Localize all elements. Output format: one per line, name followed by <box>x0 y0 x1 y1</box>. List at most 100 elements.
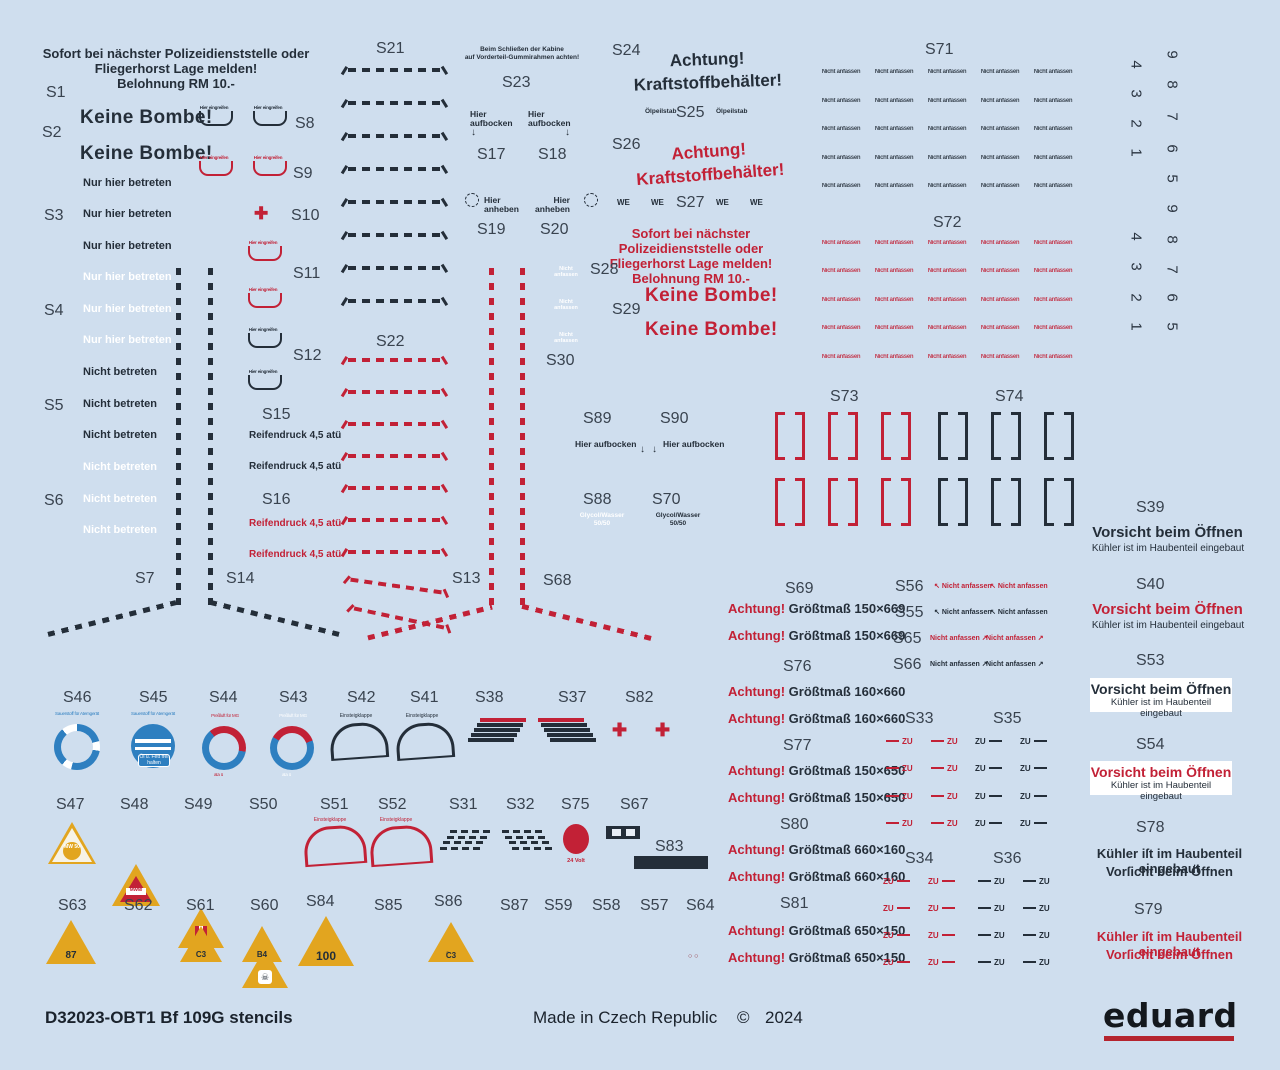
number-6: 6 <box>1163 293 1181 302</box>
stencil-zu: ZU <box>1020 737 1050 746</box>
dash-line-red <box>348 486 440 490</box>
walkway-dotted-line <box>176 268 181 608</box>
stencil-reifendruck: Reifendruck 4,5 atü <box>249 430 342 441</box>
bracket-caption: Hier eingreifen <box>199 105 229 110</box>
stencil-kuehler: Kühler ist im Haubenteil eingebaut <box>1110 780 1212 802</box>
bracket-hier-eingreifen: Hier eingreifen <box>250 105 287 126</box>
label-s9: S9 <box>293 165 313 182</box>
label-s33: S33 <box>905 710 934 727</box>
stencil-keine-bombe: Keine Bombe! <box>80 143 213 164</box>
stencil-nicht-anfassen-arrow: Nicht anfassen ↗ <box>930 635 988 643</box>
dashed-stripe <box>447 835 487 839</box>
grid-nicht-anfassen-cell-red: Nicht anfassen <box>874 240 914 246</box>
stripe-black <box>550 738 596 742</box>
walkway-diagonal-line <box>209 599 341 638</box>
grid-nicht-anfassen-cell: Nicht anfassen <box>821 69 861 75</box>
label-s42: S42 <box>347 689 376 706</box>
grid-nicht-anfassen-cell-red: Nicht anfassen <box>1033 325 1073 331</box>
dashed-stripe <box>450 830 490 833</box>
number-8: 8 <box>1163 80 1181 89</box>
triangle-text: B4 <box>256 950 268 959</box>
hook-left-icon: ↖ <box>934 609 940 616</box>
stripe-black <box>544 728 590 732</box>
label-s73: S73 <box>830 388 859 405</box>
stencil-groesstmass: Achtung! Größtmaß 660×160 <box>728 869 905 884</box>
grip-bracket-shape <box>248 245 282 261</box>
stencil-kuehler: Kühler ist im Haubenteil eingebaut <box>1110 697 1212 719</box>
zu-dash <box>988 822 1002 824</box>
reward-line3: Belohnung RM 10.- <box>117 76 235 91</box>
label-s4: S4 <box>44 302 64 319</box>
zu-dash <box>1023 934 1036 936</box>
nicht-anfassen-text: Nicht anfassen <box>930 661 980 668</box>
grid-nicht-anfassen-cell: Nicht anfassen <box>1033 126 1073 132</box>
stencil-we: WE <box>651 198 664 207</box>
dashed-stripe <box>440 846 480 850</box>
stencil-zu: ZU <box>928 764 958 773</box>
achtung-word: Achtung! <box>728 711 786 726</box>
zu-dash <box>988 740 1002 742</box>
label-s21: S21 <box>376 40 405 57</box>
dash-line-red <box>348 550 440 554</box>
circle-pair-mark: ○ ○ <box>688 953 699 960</box>
bracket-caption: Hier eingreifen <box>253 105 283 110</box>
dashed-stripe <box>502 830 542 833</box>
grid-nicht-anfassen-cell-red: Nicht anfassen <box>927 297 967 303</box>
zu-text: ZU <box>928 877 939 886</box>
bracket-hier-eingreifen-red: Hier eingreifen <box>245 240 282 261</box>
open-rect-black <box>991 478 1021 526</box>
zu-text: ZU <box>994 877 1005 886</box>
stencil-zu: ZU <box>1020 764 1050 773</box>
stencil-vorsicht-whitebox: Vorsicht beim Öffnen Kühler ist im Haube… <box>1090 678 1232 719</box>
battery-icon <box>606 826 640 839</box>
stencil-nicht-betreten-white: Nicht betreten <box>83 493 157 505</box>
label-s86: S86 <box>434 893 463 910</box>
grid-nicht-anfassen-cell-red: Nicht anfassen <box>874 354 914 360</box>
number-5: 5 <box>1163 322 1181 331</box>
stencil-hier-aufbocken: Hier aufbocken <box>470 109 513 128</box>
reward-line3: Belohnung RM 10.- <box>632 271 750 286</box>
reward-line1: Sofort bei nächster Polizeidienststelle … <box>42 46 310 61</box>
label-s44: S44 <box>209 689 238 706</box>
hook-left-icon: ↖ <box>990 583 996 590</box>
label-s69: S69 <box>785 580 814 597</box>
dash-line <box>348 299 440 303</box>
label-s30: S30 <box>546 352 575 369</box>
zu-text: ZU <box>947 819 958 828</box>
open-rect-red <box>881 478 911 526</box>
label-s59: S59 <box>544 897 573 914</box>
label-s23: S23 <box>502 74 531 91</box>
label-s46: S46 <box>63 689 92 706</box>
down-arrow-icon: ↓ <box>652 444 657 455</box>
stripe-black <box>474 728 520 732</box>
zu-dash <box>988 767 1002 769</box>
label-s52: S52 <box>378 796 407 813</box>
grid-nicht-anfassen-cell: Nicht anfassen <box>874 126 914 132</box>
hook-right-icon: ↗ <box>981 661 988 668</box>
label-s83: S83 <box>655 838 684 855</box>
fuel-warning-line2: Kraftstoffbehälter! <box>633 70 783 95</box>
stencil-zu: ZU <box>928 958 958 967</box>
stencil-zu: ZU <box>1020 877 1050 886</box>
stencil-oelpeilstab: Ölpeilstab <box>645 108 677 115</box>
label-s45: S45 <box>139 689 168 706</box>
label-s72: S72 <box>933 214 962 231</box>
label-s70: S70 <box>652 491 681 508</box>
disc-stripe <box>135 739 171 743</box>
zu-text: ZU <box>975 792 986 801</box>
zu-dash <box>941 961 955 963</box>
zu-dash <box>941 934 955 936</box>
stripe-black <box>541 723 587 727</box>
grid-nicht-anfassen-cell-red: Nicht anfassen <box>1033 240 1073 246</box>
zu-text: ZU <box>928 931 939 940</box>
achtung-word: Achtung! <box>728 601 786 616</box>
stencil-nicht-betreten: Nicht betreten <box>83 398 157 410</box>
zu-dash <box>896 934 910 936</box>
black-bar <box>634 856 708 869</box>
label-s82: S82 <box>625 689 654 706</box>
grid-nicht-anfassen-cell-red: Nicht anfassen <box>980 268 1020 274</box>
oxygen-ring-caption: Sauerstoff für Atemgerät <box>55 711 99 716</box>
zu-text: ZU <box>883 877 894 886</box>
stencil-zu: ZU <box>975 737 1005 746</box>
achtung-word: Achtung! <box>728 869 786 884</box>
